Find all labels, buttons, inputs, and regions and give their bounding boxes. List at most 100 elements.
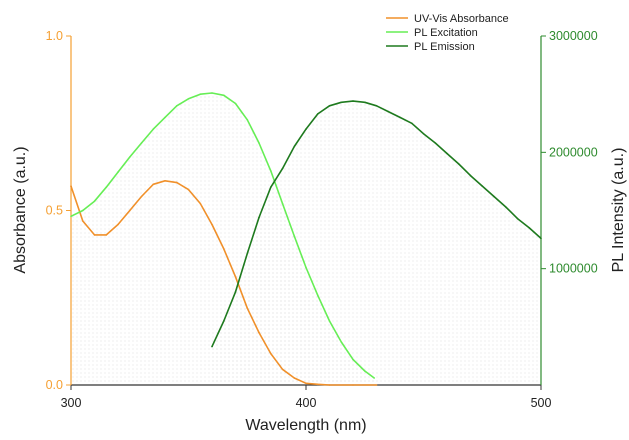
legend: UV-Vis Absorbance PL Excitation PL Emissio…: [386, 13, 509, 53]
pl-excitation-point: [152, 128, 155, 130]
pl-excitation-point: [82, 209, 84, 212]
pl-emission-point: [340, 101, 343, 104]
pl-excitation-point: [317, 294, 319, 297]
uv-vis-absorbance-point: [305, 382, 307, 385]
pl-excitation-point: [246, 119, 249, 121]
pl-emission-point: [469, 174, 472, 177]
uv-vis-absorbance-point: [176, 181, 178, 184]
pl-excitation-point: [281, 202, 284, 205]
pl-excitation-point: [199, 93, 202, 95]
legend-label-uv-vis-absorbance: UV-Vis Absorbance: [414, 13, 509, 25]
pl-emission-point: [223, 320, 225, 322]
pl-emission-point: [516, 217, 519, 220]
uv-vis-absorbance-point: [70, 185, 72, 187]
x-tick-label: 300: [61, 396, 82, 410]
uv-vis-absorbance-point: [140, 195, 143, 198]
pl-excitation-point: [270, 170, 272, 172]
y-left-tick-group: 0.0 0.5 1.0: [46, 29, 71, 392]
uv-vis-absorbance-point: [375, 384, 378, 386]
uv-vis-absorbance-point: [129, 209, 131, 212]
pl-excitation-point: [140, 142, 143, 144]
pl-excitation-point: [117, 171, 119, 173]
pl-emission-point: [211, 345, 213, 348]
pl-emission-point: [293, 145, 296, 148]
x-tick-label: 500: [531, 396, 552, 410]
uv-vis-absorbance-point: [328, 384, 331, 386]
uv-vis-absorbance-point: [82, 220, 84, 222]
shaded-region-layer: [71, 93, 541, 385]
legend-label-pl-excitation: PL Excitation: [414, 27, 478, 39]
pl-excitation-point: [211, 92, 213, 94]
uv-vis-absorbance-point: [246, 307, 249, 310]
uv-vis-absorbance-point: [93, 234, 96, 236]
pl-excitation-point: [340, 341, 343, 343]
pl-excitation-point: [305, 266, 307, 269]
pl-emission-point: [434, 142, 437, 144]
uv-vis-absorbance-point: [270, 352, 272, 355]
pl-excitation-point: [352, 358, 354, 361]
pl-emission-point: [281, 167, 284, 170]
legend-label-pl-emission: PL Emission: [414, 41, 475, 53]
uv-vis-absorbance-point: [211, 223, 213, 226]
uv-vis-absorbance-point: [281, 368, 284, 371]
pl-excitation-point: [129, 156, 131, 158]
y-left-axis-label: Absorbance (a.u.): [12, 146, 29, 273]
pl-emission-point: [364, 101, 366, 104]
pl-excitation-point: [293, 235, 296, 237]
pl-emission-point: [234, 291, 237, 293]
pl-emission-point: [387, 110, 390, 113]
uv-vis-absorbance-point: [317, 383, 319, 386]
x-axis-label: Wavelength (nm): [245, 417, 366, 434]
pl-excitation-point: [328, 320, 331, 322]
y-left-tick-label: 1.0: [46, 29, 63, 43]
pl-excitation-point: [223, 94, 225, 97]
pl-emission-point: [493, 195, 495, 198]
pl-emission-point: [528, 227, 531, 229]
pl-excitation-point: [258, 142, 260, 144]
pl-excitation-point: [93, 200, 96, 202]
uv-vis-absorbance-point: [223, 248, 225, 250]
uv-vis-absorbance-point: [199, 202, 202, 205]
pl-excitation-point: [164, 116, 166, 119]
pl-excitation-point: [187, 98, 190, 100]
series-layer: [70, 92, 542, 386]
uv-vis-absorbance-point: [117, 223, 119, 226]
pl-emission-point: [258, 216, 260, 219]
uv-vis-absorbance-point: [187, 188, 190, 191]
pl-excitation-point: [176, 105, 178, 107]
uv-vis-absorbance-point: [164, 180, 166, 182]
pl-emission-point: [458, 163, 460, 165]
y-right-tick-label: 2000000: [549, 145, 598, 159]
x-tick-label: 400: [296, 396, 317, 410]
y-right-tick-group: 1000000 2000000 3000000: [541, 29, 598, 276]
y-right-tick-label: 1000000: [549, 262, 598, 276]
pl-emission-fill: [212, 101, 541, 385]
pl-emission-point: [399, 116, 401, 119]
pl-emission-point: [375, 105, 378, 107]
y-right-tick-label: 3000000: [549, 29, 598, 43]
uv-vis-absorbance-point: [234, 276, 237, 278]
pl-emission-point: [352, 100, 354, 102]
pl-emission-point: [317, 113, 319, 115]
uv-vis-absorbance-point: [258, 331, 260, 334]
uv-vis-absorbance-point: [293, 377, 296, 379]
pl-emission-point: [305, 128, 307, 130]
pl-emission-point: [411, 122, 413, 125]
pl-excitation-point: [105, 186, 108, 188]
pl-emission-point: [422, 132, 425, 135]
uv-vis-absorbance-point: [152, 183, 155, 186]
pl-excitation-point: [364, 370, 366, 372]
pl-emission-point: [505, 206, 507, 208]
uv-vis-absorbance-point: [105, 234, 108, 236]
x-tick-group: 300 400 500: [61, 385, 552, 410]
pl-excitation-point: [373, 377, 376, 379]
pl-emission-point: [446, 152, 448, 155]
pl-excitation-point: [70, 215, 72, 218]
pl-emission-point: [328, 105, 331, 107]
pl-excitation-point: [234, 102, 237, 105]
y-left-tick-label: 0.5: [46, 204, 63, 218]
pl-emission-point: [540, 237, 542, 240]
pl-emission-point: [270, 186, 272, 188]
uv-vis-absorbance-point: [352, 384, 354, 386]
